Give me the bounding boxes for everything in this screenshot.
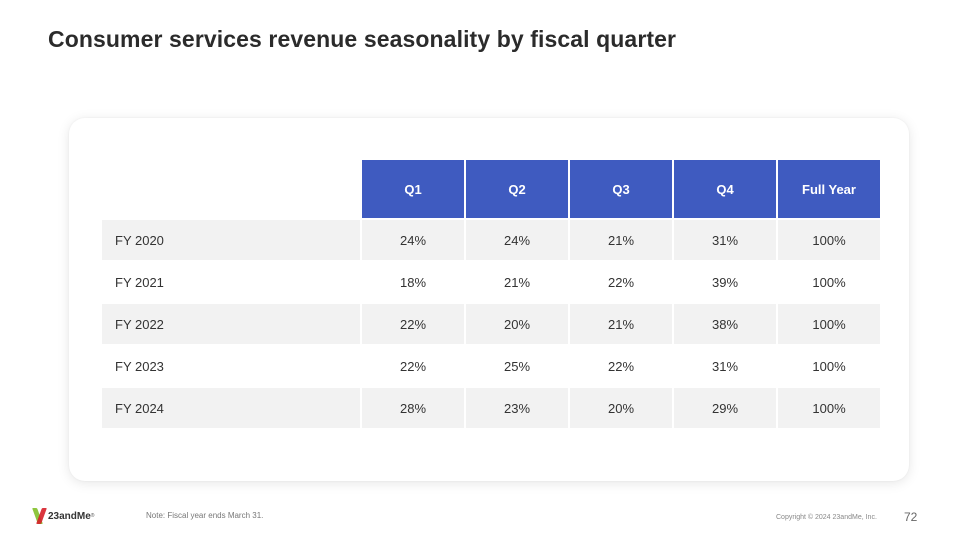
table-header-row: Q1 Q2 Q3 Q4 Full Year (102, 160, 880, 218)
header-q1: Q1 (362, 160, 464, 218)
cell-q3: 21% (570, 304, 672, 344)
cell-full-year: 100% (778, 220, 880, 260)
footnote: Note: Fiscal year ends March 31. (146, 511, 264, 520)
row-label: FY 2022 (102, 304, 360, 344)
header-q2: Q2 (466, 160, 568, 218)
header-full-year: Full Year (778, 160, 880, 218)
cell-q4: 31% (674, 346, 776, 386)
table-row: FY 2023 22% 25% 22% 31% 100% (102, 346, 880, 386)
23andme-x-logo-icon (32, 508, 47, 524)
logo-registered-mark: ® (90, 513, 95, 519)
cell-q2: 25% (466, 346, 568, 386)
cell-q3: 22% (570, 262, 672, 302)
page-number: 72 (904, 510, 918, 524)
cell-full-year: 100% (778, 388, 880, 428)
table-row: FY 2021 18% 21% 22% 39% 100% (102, 262, 880, 302)
seasonality-table: Q1 Q2 Q3 Q4 Full Year FY 2020 24% 24% 21… (100, 158, 882, 430)
cell-full-year: 100% (778, 304, 880, 344)
cell-q2: 23% (466, 388, 568, 428)
cell-q1: 22% (362, 304, 464, 344)
company-logo: 23andMe ® (32, 508, 95, 524)
row-label: FY 2021 (102, 262, 360, 302)
cell-q3: 21% (570, 220, 672, 260)
header-corner-cell (102, 160, 360, 218)
cell-q4: 39% (674, 262, 776, 302)
cell-q3: 22% (570, 346, 672, 386)
cell-q2: 21% (466, 262, 568, 302)
cell-q2: 24% (466, 220, 568, 260)
cell-q1: 24% (362, 220, 464, 260)
header-q3: Q3 (570, 160, 672, 218)
cell-full-year: 100% (778, 262, 880, 302)
page-title: Consumer services revenue seasonality by… (48, 26, 677, 52)
row-label: FY 2024 (102, 388, 360, 428)
cell-q1: 28% (362, 388, 464, 428)
table-row: FY 2022 22% 20% 21% 38% 100% (102, 304, 880, 344)
table-row: FY 2020 24% 24% 21% 31% 100% (102, 220, 880, 260)
cell-full-year: 100% (778, 346, 880, 386)
row-label: FY 2020 (102, 220, 360, 260)
table-row: FY 2024 28% 23% 20% 29% 100% (102, 388, 880, 428)
cell-q1: 18% (362, 262, 464, 302)
logo-text: 23andMe (48, 510, 91, 522)
cell-q4: 31% (674, 220, 776, 260)
copyright-text: Copyright © 2024 23andMe, Inc. (776, 514, 877, 521)
cell-q4: 38% (674, 304, 776, 344)
cell-q4: 29% (674, 388, 776, 428)
cell-q3: 20% (570, 388, 672, 428)
cell-q2: 20% (466, 304, 568, 344)
cell-q1: 22% (362, 346, 464, 386)
header-q4: Q4 (674, 160, 776, 218)
row-label: FY 2023 (102, 346, 360, 386)
